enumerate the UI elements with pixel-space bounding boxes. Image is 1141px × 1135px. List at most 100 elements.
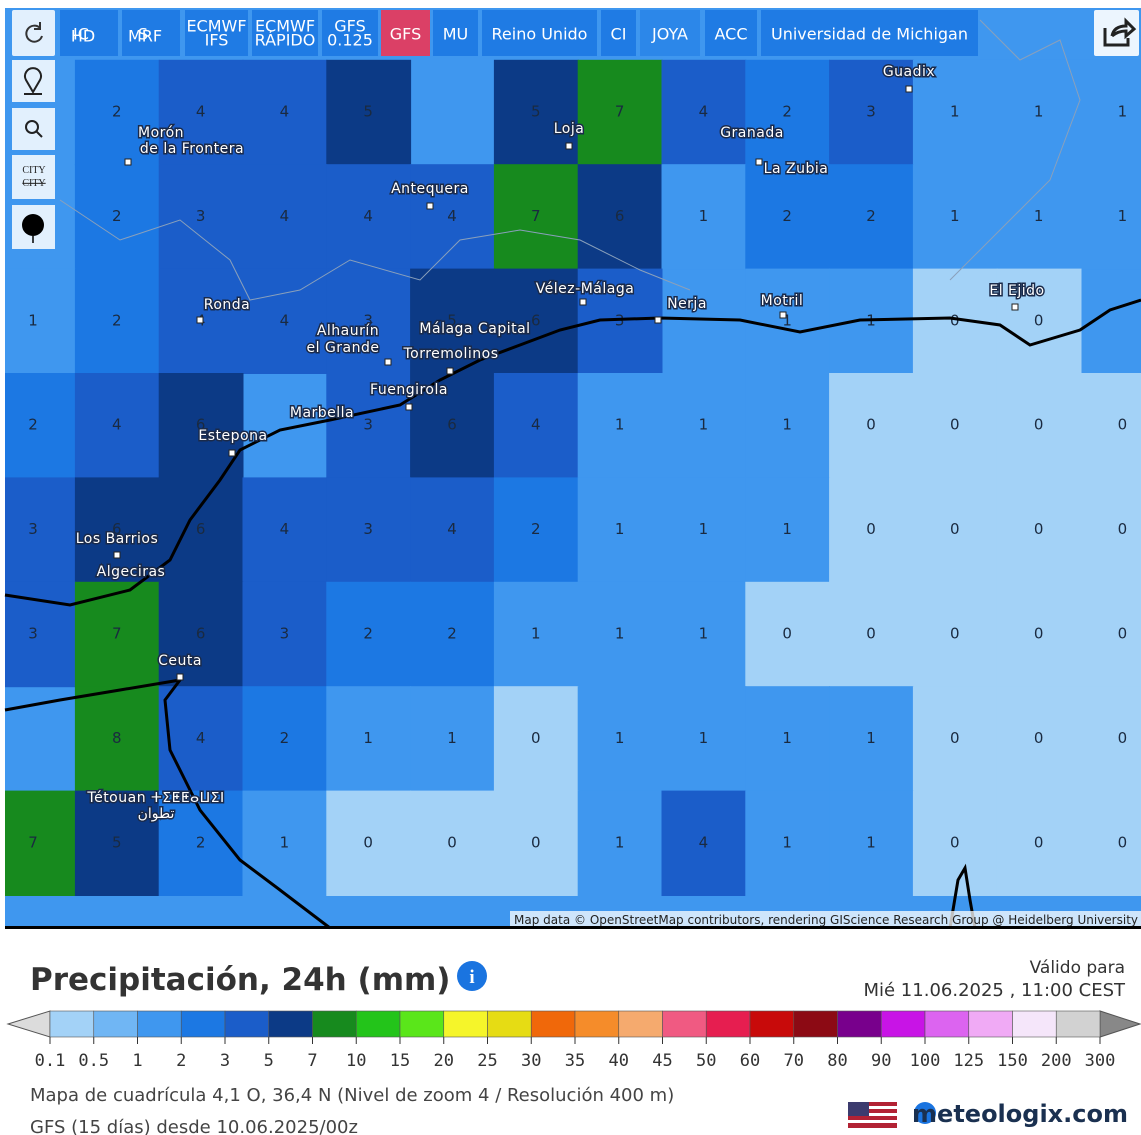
location-button[interactable] [12,60,55,102]
grid-cell [242,164,328,270]
place-label: de la Frontera [140,141,244,157]
grid-value: 1 [866,833,876,851]
legend-tick-label: 90 [871,1051,891,1071]
model-button[interactable] [252,10,318,56]
grid-value: 1 [950,103,960,121]
model-button[interactable] [705,10,757,56]
model-button[interactable] [122,10,180,56]
model-button[interactable] [482,10,597,56]
legend-tick-label: 40 [609,1051,629,1071]
border [949,19,1081,281]
grid-cell [996,268,1082,374]
grid-cell [410,581,495,688]
place-dot [579,298,587,306]
model-button[interactable] [322,10,378,56]
grid-value: 1 [447,729,457,747]
model-button-label: ECMWF [186,17,246,36]
legend-tick-label: 100 [910,1051,941,1071]
grid-value: 0 [1034,520,1044,538]
grid-value: 0 [1034,416,1044,434]
grid-value: 4 [280,520,290,538]
border [59,199,691,301]
grid-cell [912,790,998,896]
model-button[interactable] [185,10,248,56]
model-button-label: CI [611,25,627,44]
place-label: Morón [138,125,184,141]
place-label: Motril [761,293,804,309]
model-button-label: ECMWF [255,17,315,36]
grid-cell [829,268,914,374]
grid-cell [996,59,1082,166]
grid-value: 6 [447,416,457,434]
grid-cell [158,790,244,896]
model-button-label: GFS [334,17,365,36]
grid-cell [1080,686,1141,792]
model-button[interactable] [60,10,118,56]
brand[interactable]: meteologix.com [912,1100,1128,1128]
place-label: Fuengirola [370,382,448,398]
legend-swatch [924,1010,970,1038]
grid-cell [1080,790,1141,896]
grid-cell [242,477,328,583]
pin-icon [24,67,42,95]
grid-value: 5 [531,103,541,121]
grid-value: 1 [866,729,876,747]
place-label: Guadix [883,64,935,80]
zoom-button[interactable] [12,108,55,150]
model-button-label: 0.125 [327,31,373,50]
legend-swatch [487,1010,532,1038]
place-dot [113,551,121,559]
grid-cell [326,373,412,479]
grid-value: 1 [1118,103,1128,121]
grid-cell [829,164,914,270]
coast-east [948,863,977,929]
grid-value: 6 [531,311,541,329]
grid-cell [996,581,1082,688]
grid-cell [326,477,412,583]
model-button-sub: HD [71,27,95,46]
place-dot [905,85,913,93]
grid-value: 1 [615,520,625,538]
legend-swatch [93,1010,138,1038]
city-button[interactable] [12,155,55,199]
grid-value: 1 [615,729,625,747]
place-dot [1011,303,1019,311]
model-button-label: IFS [205,31,229,50]
legend-swatch [224,1010,270,1038]
grid-value: 0 [1034,625,1044,643]
legend-tick-label: 0.1 [35,1051,66,1071]
model-button[interactable] [381,10,430,56]
legend-title: Precipitación, 24h (mm) [30,962,450,998]
grid-value: 3 [28,625,38,643]
legend-swatch [312,1010,357,1038]
grid-cell [912,686,998,792]
grid-value: 3 [280,625,290,643]
model-button[interactable] [601,10,636,56]
grid-value: 0 [1034,311,1044,329]
grid-cell [242,686,328,792]
legend-swatch [443,1010,488,1038]
grid-value: 1 [699,625,709,643]
model-button[interactable] [761,10,978,56]
grid-cell [745,59,831,166]
grid-cell [829,59,914,166]
flag-stripe [848,1120,897,1123]
grid-value: 1 [615,833,625,851]
grid-cell [1080,373,1141,479]
grid-cell [410,790,495,896]
flag-stripe [848,1106,897,1109]
grid-value: 0 [950,416,960,434]
valid-time: Mié 11.06.2025 , 11:00 CEST [863,980,1126,1001]
info-icon[interactable] [457,961,487,991]
grid-value: 0 [531,833,541,851]
grid-value: 6 [112,520,122,538]
grid-value: 2 [531,520,541,538]
refresh-button[interactable] [12,10,55,56]
grid-cell [242,59,328,166]
place-dot [196,316,204,324]
grid-value: 4 [363,207,373,225]
legend-tick-label: 15 [390,1051,410,1071]
model-button[interactable] [640,10,700,56]
model-button[interactable] [433,10,478,56]
